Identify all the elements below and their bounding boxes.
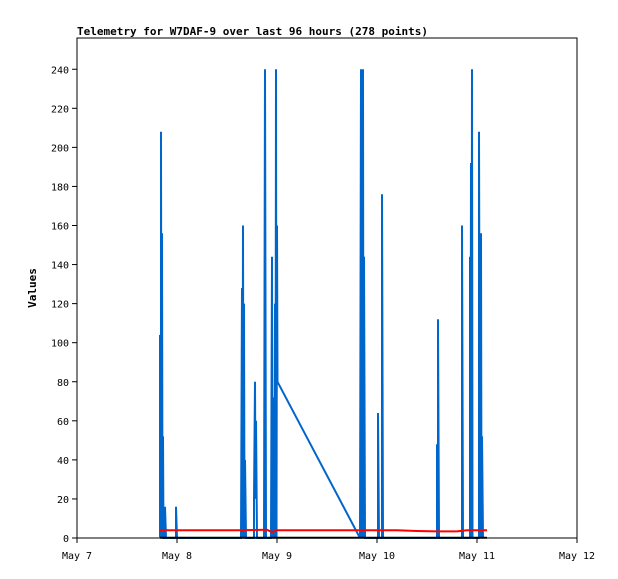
y-axis: 0 20 40 60 80 100 120 140 160 180 200 220 240 bbox=[51, 65, 77, 545]
y-axis-label: Values bbox=[26, 268, 39, 308]
x-tick-label: May 11 bbox=[459, 551, 495, 562]
y-tick-label: 80 bbox=[57, 378, 69, 389]
y-tick-label: 220 bbox=[51, 104, 69, 115]
chart-title: Telemetry for W7DAF-9 over last 96 hours… bbox=[77, 25, 428, 38]
x-tick-label: May 7 bbox=[62, 551, 92, 562]
y-tick-label: 180 bbox=[51, 182, 69, 193]
y-tick-label: 160 bbox=[51, 222, 69, 233]
plot-frame bbox=[76, 37, 578, 539]
x-axis: May 7 May 8 May 9 May 10 May 11 May 12 bbox=[62, 538, 595, 562]
x-tick-label: May 8 bbox=[162, 551, 192, 562]
x-tick-label: May 10 bbox=[359, 551, 395, 562]
series-group bbox=[159, 69, 487, 539]
series-line-0 bbox=[159, 69, 484, 539]
y-tick-label: 140 bbox=[51, 261, 69, 272]
y-tick-label: 60 bbox=[57, 417, 69, 428]
x-tick-label: May 12 bbox=[559, 551, 595, 562]
y-tick-label: 20 bbox=[57, 495, 69, 506]
y-tick-label: 0 bbox=[63, 534, 69, 545]
y-tick-label: 200 bbox=[51, 143, 69, 154]
series-line-1 bbox=[160, 528, 487, 534]
y-tick-label: 40 bbox=[57, 456, 69, 467]
y-tick-label: 100 bbox=[51, 339, 69, 350]
x-tick-label: May 9 bbox=[262, 551, 292, 562]
y-tick-label: 120 bbox=[51, 300, 69, 311]
y-tick-label: 240 bbox=[51, 65, 69, 76]
